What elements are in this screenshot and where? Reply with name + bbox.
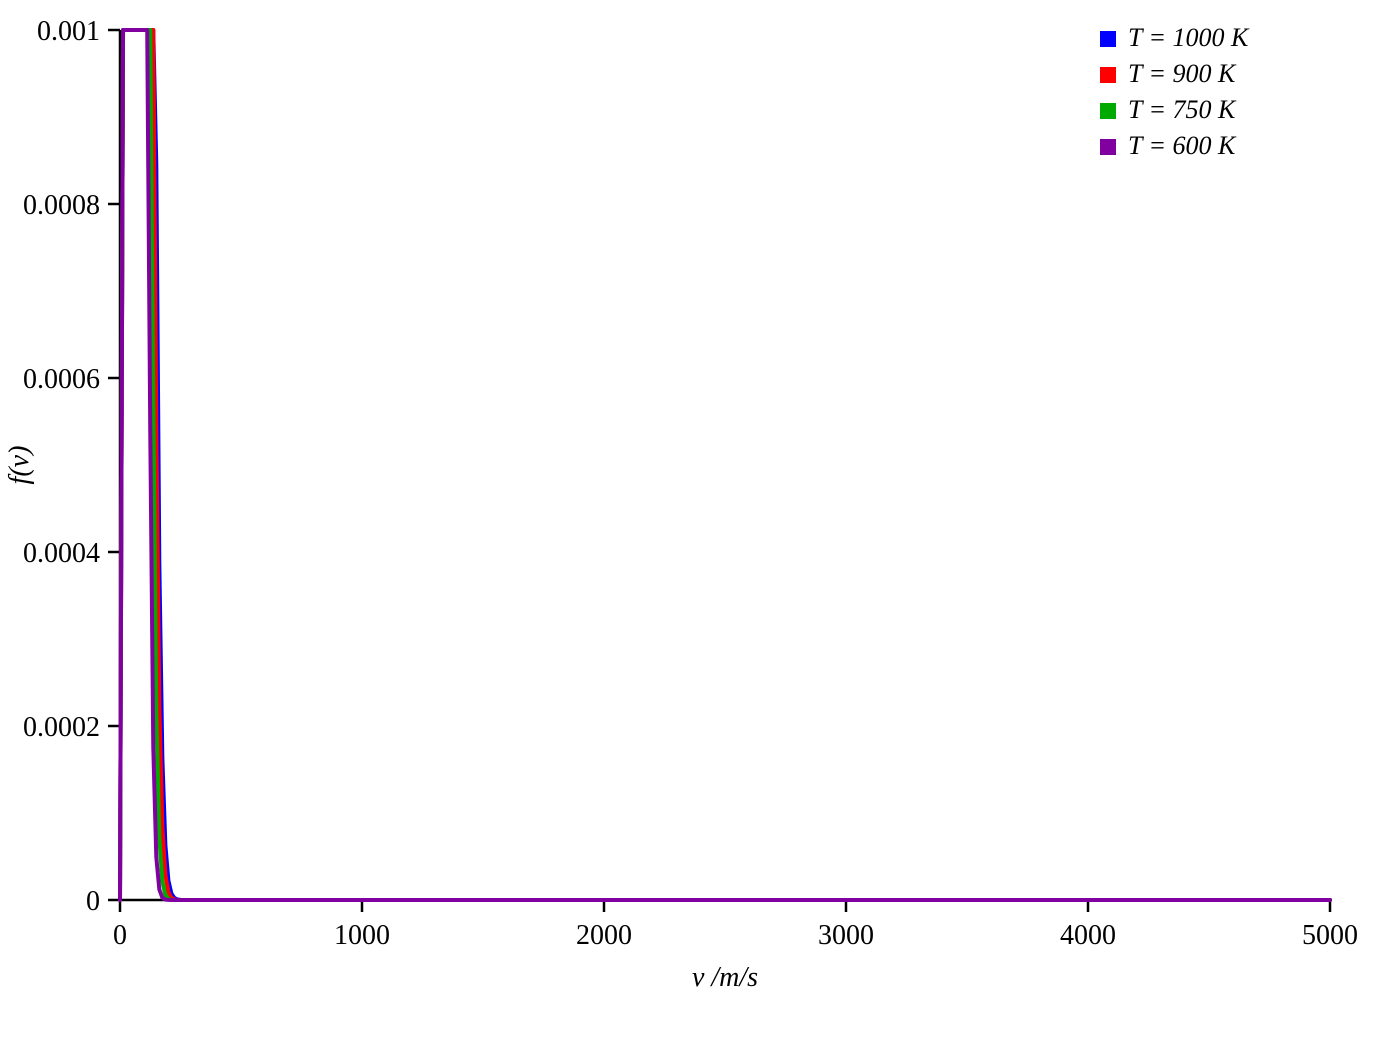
legend-label-s4: T = 600 K [1128, 131, 1237, 160]
x-tick-label: 2000 [576, 920, 632, 951]
y-axis-label: f(v) [4, 446, 35, 485]
legend-label-s2: T = 900 K [1128, 59, 1237, 88]
legend-swatch-s2 [1100, 67, 1116, 83]
legend-swatch-s1 [1100, 31, 1116, 47]
legend-swatch-s4 [1100, 139, 1116, 155]
x-tick-label: 1000 [334, 920, 390, 951]
legend-label-s3: T = 750 K [1128, 95, 1237, 124]
series-s4 [120, 30, 1330, 900]
x-axis-label: v /m/s [692, 962, 758, 993]
legend-swatch-s3 [1100, 103, 1116, 119]
y-tick-label: 0.0006 [23, 364, 100, 395]
distribution-chart: 0 1000 2000 3000 4000 5000 0 0.0002 0.0004 0.0006… [0, 0, 1400, 1040]
y-tick-label: 0.0008 [23, 190, 100, 221]
x-tick-label: 3000 [818, 920, 874, 951]
legend-label-s1: T = 1000 K [1128, 23, 1250, 52]
y-tick-label: 0 [86, 886, 100, 917]
legend: T = 1000 K T = 900 K T = 750 K T = 600 K [1100, 23, 1250, 160]
x-tick-label: 5000 [1302, 920, 1358, 951]
y-tick-label: 0.001 [37, 16, 100, 47]
x-tick-label: 0 [113, 920, 127, 951]
x-tick-label: 4000 [1060, 920, 1116, 951]
series-s1 [120, 30, 1330, 900]
y-tick-label: 0.0002 [23, 712, 100, 743]
series-s2 [120, 30, 1330, 900]
y-tick-label: 0.0004 [23, 538, 100, 569]
series-s3 [120, 30, 1330, 900]
